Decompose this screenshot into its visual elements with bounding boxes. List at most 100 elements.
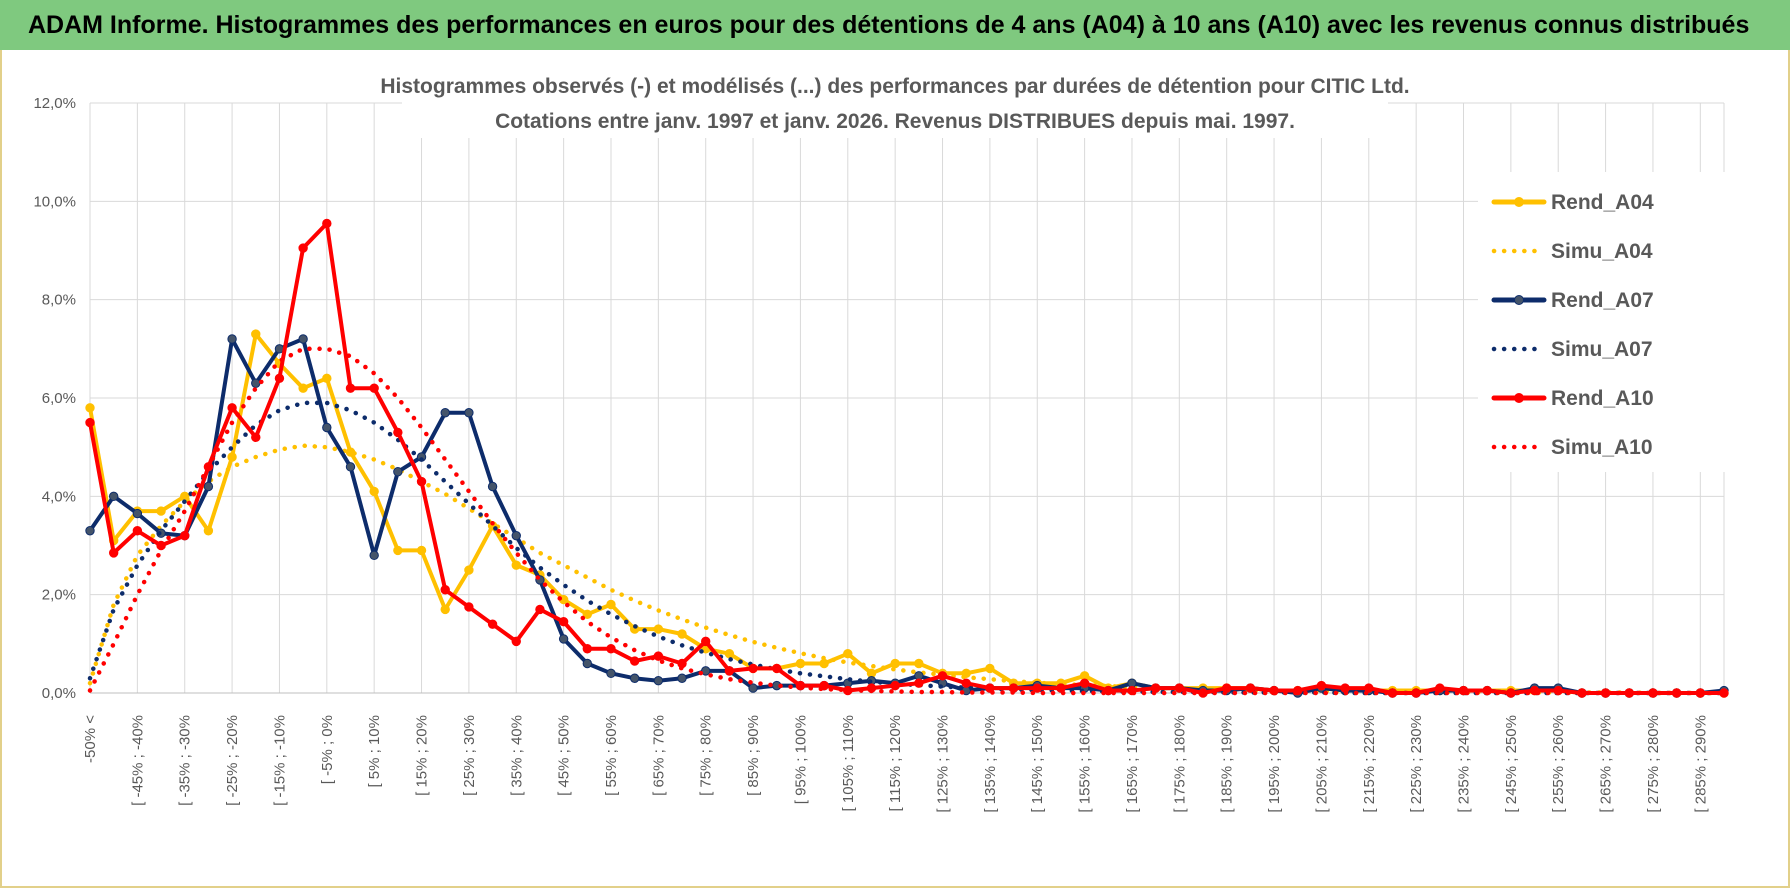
legend-label-Simu_A04: Simu_A04 (1551, 240, 1653, 263)
data-point-Rend_A10 (274, 373, 285, 384)
data-point-Rend_A10 (535, 604, 545, 615)
legend-label-Rend_A04: Rend_A04 (1551, 191, 1654, 214)
data-point-Rend_A04 (677, 629, 687, 639)
data-point-Rend_A04 (914, 658, 924, 669)
x-tick-label: [ -25% ; -20% (224, 715, 241, 806)
data-point-Rend_A10 (322, 218, 332, 229)
legend-marker-Rend_A07 (1514, 295, 1524, 305)
legend-label-Simu_A07: Simu_A07 (1551, 338, 1653, 361)
data-point-Rend_A10 (440, 585, 450, 595)
chart-title-background (402, 68, 1388, 138)
y-tick-label: 0,0% (42, 685, 76, 702)
x-tick-label: [ 5% ; 10% (366, 715, 383, 788)
data-point-Rend_A10 (724, 666, 735, 676)
chart-legend: Rend_A04 Simu_A04 Rend_A07 Simu_A07 Rend_A10… (1491, 191, 1654, 459)
data-point-Rend_A07 (108, 491, 119, 502)
data-point-Rend_A07 (653, 676, 664, 686)
x-tick-label: [ 225% ; 230% (1408, 715, 1425, 813)
x-tick-label: [ 265% ; 270% (1598, 715, 1615, 813)
chart-title: Histogrammes observés (-) et modélisés (… (380, 75, 1409, 98)
data-point-Rend_A07 (322, 422, 332, 433)
data-point-Rend_A10 (629, 656, 640, 666)
y-tick-label: 6,0% (42, 390, 76, 407)
data-point-Rend_A07 (440, 408, 450, 418)
data-point-Rend_A10 (369, 383, 379, 393)
x-tick-label: [ 115% ; 120% (887, 715, 904, 811)
x-tick-label: [ 155% ; 160% (1077, 715, 1094, 813)
x-tick-label: [ 75% ; 80% (698, 715, 715, 796)
data-point-Rend_A10 (937, 671, 948, 681)
x-tick-label: [ 165% ; 170% (1124, 715, 1141, 813)
chart-frame (0, 50, 1790, 888)
data-point-Rend_A07 (85, 526, 95, 536)
series-line-Simu_A04 (87, 443, 1727, 696)
data-point-Rend_A10 (1174, 683, 1185, 693)
x-tick-label: [ 35% ; 40% (508, 715, 525, 796)
data-point-Rend_A07 (701, 666, 711, 676)
data-point-Rend_A10 (487, 619, 498, 629)
y-tick-label: 10,0% (33, 193, 76, 210)
data-point-Rend_A10 (653, 651, 664, 661)
data-point-Rend_A10 (1245, 683, 1256, 693)
data-point-Rend_A04 (156, 506, 166, 516)
data-point-Rend_A07 (487, 481, 498, 492)
data-point-Rend_A07 (251, 378, 261, 388)
data-point-Rend_A04 (819, 658, 829, 669)
y-axis-ticks: 0,0% 2,0% 4,0% 6,0% 8,0% 10,0% 12,0% (33, 95, 76, 702)
data-point-Rend_A10 (108, 548, 119, 558)
data-point-Rend_A07 (558, 634, 569, 644)
data-point-Rend_A10 (251, 432, 261, 443)
x-tick-label: [ 275% ; 280% (1645, 715, 1662, 813)
data-point-Rend_A07 (582, 658, 593, 669)
data-point-Rend_A10 (582, 644, 593, 654)
data-point-Rend_A04 (795, 658, 806, 669)
data-point-Rend_A10 (416, 476, 427, 487)
data-point-Rend_A10 (345, 383, 356, 393)
data-point-Rend_A10 (701, 636, 711, 647)
legend-label-Rend_A10: Rend_A10 (1551, 387, 1654, 410)
x-tick-label: [ 135% ; 140% (982, 715, 999, 813)
series-line-Rend_A10 (88, 221, 1726, 695)
data-point-Rend_A04 (653, 624, 664, 634)
data-point-Rend_A04 (203, 526, 214, 536)
page-title: ADAM Informe. Histogrammes des performan… (0, 0, 1790, 50)
data-point-Rend_A07 (298, 334, 308, 344)
x-tick-label: [ 185% ; 190% (1219, 715, 1236, 813)
x-axis-ticks: -50% < [ -45% ; -40% [ -35% ; -30% [ -25% ;… (82, 715, 1709, 813)
x-tick-label: [ 65% ; 70% (650, 715, 667, 796)
legend-marker-Rend_A10 (1514, 393, 1524, 403)
x-tick-label: [ 85% ; 90% (745, 715, 762, 796)
data-point-Rend_A04 (464, 565, 474, 575)
data-point-Rend_A10 (748, 663, 758, 674)
x-tick-label: [ -35% ; -30% (177, 715, 194, 806)
data-point-Rend_A07 (369, 550, 379, 561)
x-tick-label: [ 205% ; 210% (1313, 715, 1330, 813)
chart-subtitle: Cotations entre janv. 1997 et janv. 2026… (495, 110, 1295, 133)
x-tick-label: [ 285% ; 290% (1692, 715, 1709, 813)
data-point-Rend_A10 (180, 530, 190, 541)
x-tick-label: -50% < (82, 715, 99, 763)
y-tick-label: 8,0% (42, 292, 76, 309)
x-tick-label: [ 175% ; 180% (1171, 715, 1188, 813)
data-point-Rend_A04 (606, 599, 616, 610)
data-point-Rend_A04 (440, 604, 450, 615)
data-point-Rend_A10 (132, 526, 143, 536)
data-point-Rend_A04 (85, 403, 95, 413)
data-point-Rend_A04 (393, 545, 403, 556)
data-point-Rend_A07 (393, 467, 403, 477)
data-point-Rend_A07 (132, 508, 143, 519)
x-tick-label: [ 235% ; 240% (1456, 715, 1473, 813)
data-point-Rend_A04 (416, 545, 427, 556)
x-tick-label: [ 245% ; 250% (1503, 715, 1520, 813)
data-point-Rend_A07 (227, 334, 237, 344)
x-tick-label: [ 15% ; 20% (414, 715, 431, 796)
data-point-Rend_A07 (345, 462, 356, 472)
data-point-Rend_A04 (890, 658, 900, 669)
x-tick-label: [ 195% ; 200% (1266, 715, 1283, 813)
data-point-Rend_A10 (772, 663, 782, 674)
data-point-Rend_A10 (1032, 683, 1042, 693)
data-point-Rend_A07 (606, 668, 616, 679)
x-tick-label: [ 25% ; 30% (461, 715, 478, 796)
data-point-Rend_A10 (558, 617, 569, 627)
